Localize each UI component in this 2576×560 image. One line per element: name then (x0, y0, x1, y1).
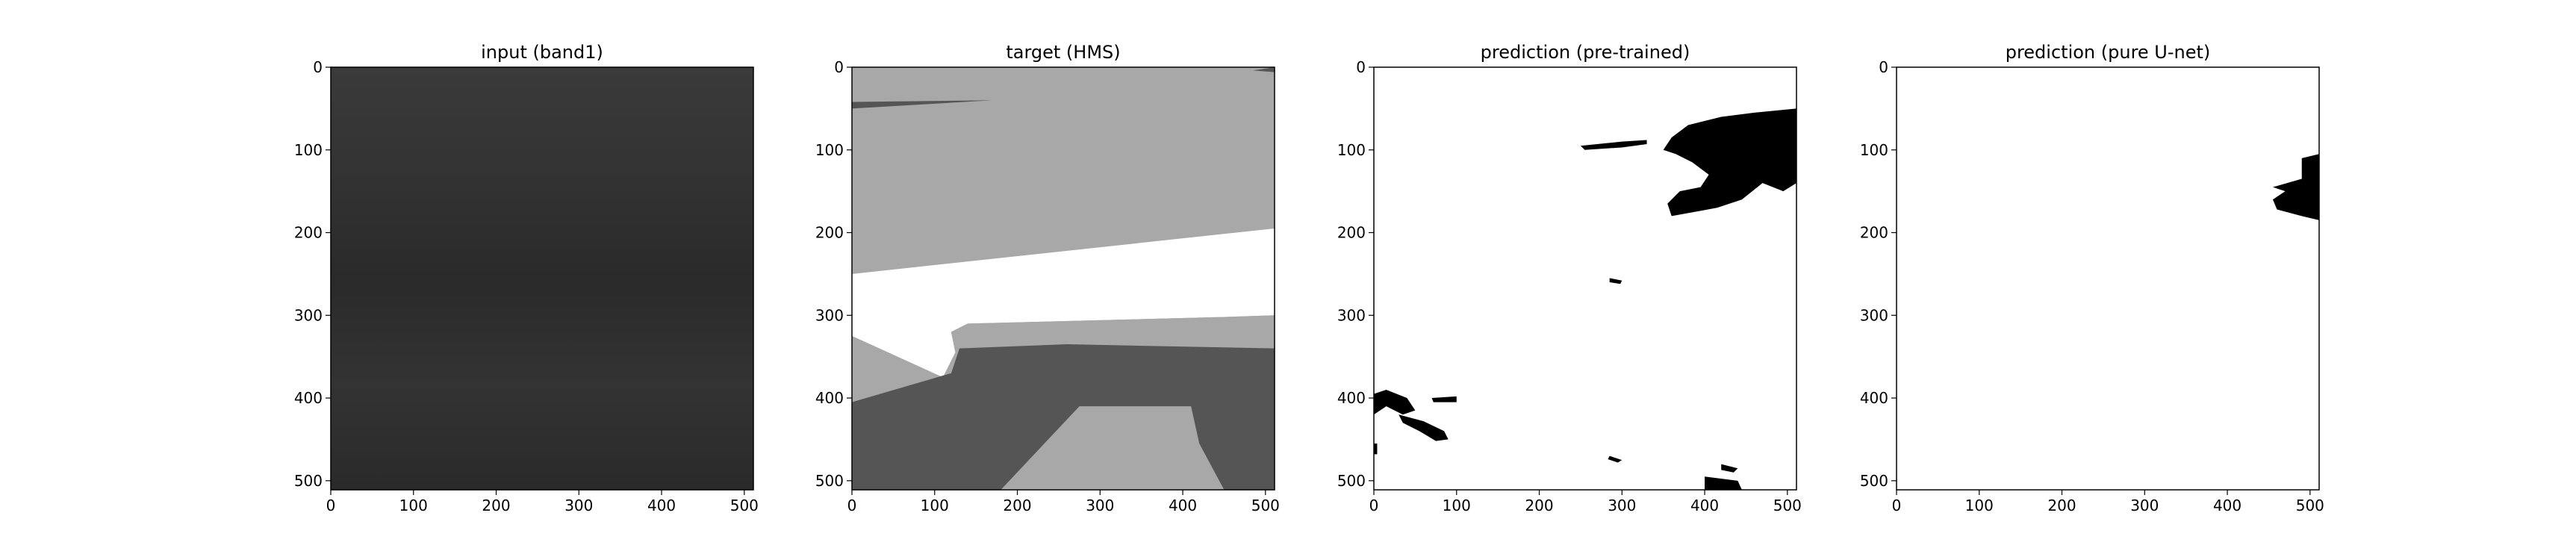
y-tick-label: 0 (834, 58, 844, 76)
x-tick-label: 100 (399, 497, 428, 514)
image-fill (1897, 67, 2319, 490)
x-tick-label: 400 (2213, 497, 2241, 514)
x-tick-label: 0 (847, 497, 857, 514)
y-tick-label: 200 (294, 224, 323, 242)
x-tick-label: 100 (921, 497, 949, 514)
panel-image (1897, 67, 2319, 490)
y-tick-label: 200 (1337, 224, 1366, 242)
x-tick-label: 300 (1608, 497, 1636, 514)
panel-2: target (HMS)0 100 200 300 400 500010020030040… (815, 42, 1280, 514)
x-tick-label: 0 (1369, 497, 1379, 514)
y-tick-label: 500 (1337, 472, 1366, 490)
x-tick-label: 200 (1525, 497, 1553, 514)
x-tick-label: 0 (1892, 497, 1902, 514)
y-tick-label: 400 (1337, 389, 1366, 407)
panel-title: prediction (pre-trained) (1481, 42, 1690, 63)
y-tick-label: 300 (1337, 306, 1366, 324)
x-tick-label: 200 (1003, 497, 1031, 514)
y-tick-label: 100 (1860, 141, 1888, 159)
x-tick-label: 100 (1443, 497, 1471, 514)
x-tick-label: 500 (1773, 497, 1802, 514)
panel-3: prediction (pre-trained) 0 100 200 300 400 500… (1337, 42, 1802, 514)
y-tick-label: 200 (815, 224, 844, 242)
x-tick-label: 500 (1251, 497, 1280, 514)
x-tick-label: 200 (2047, 497, 2076, 514)
x-tick-label: 300 (1086, 497, 1114, 514)
panel-image (331, 67, 753, 490)
y-tick-label: 0 (1879, 58, 1888, 76)
y-tick-label: 200 (1860, 224, 1888, 242)
y-tick-label: 100 (815, 141, 844, 159)
x-tick-label: 500 (730, 497, 759, 514)
panel-1: input (band1)0 100 200 300 400 50001002003004… (294, 42, 759, 514)
panel-title: target (HMS) (1006, 42, 1120, 63)
panel-title: input (band1) (481, 42, 603, 63)
panel-title: prediction (pure U-net) (2006, 42, 2211, 63)
x-tick-label: 400 (647, 497, 676, 514)
x-tick-label: 300 (2130, 497, 2159, 514)
y-tick-label: 0 (1356, 58, 1366, 76)
x-tick-label: 400 (1690, 497, 1719, 514)
x-tick-label: 200 (482, 497, 510, 514)
x-tick-label: 400 (1169, 497, 1197, 514)
y-tick-label: 100 (1337, 141, 1366, 159)
x-tick-label: 100 (1965, 497, 1994, 514)
y-tick-label: 500 (294, 472, 323, 490)
y-tick-label: 0 (313, 58, 323, 76)
y-tick-label: 400 (1860, 389, 1888, 407)
y-tick-label: 500 (815, 472, 844, 490)
y-tick-label: 500 (1860, 472, 1888, 490)
y-tick-label: 100 (294, 141, 323, 159)
y-tick-label: 400 (294, 389, 323, 407)
y-tick-label: 300 (815, 306, 844, 324)
x-tick-label: 300 (564, 497, 593, 514)
panel-image (1374, 67, 1796, 490)
image-fill (331, 67, 753, 490)
y-tick-label: 400 (815, 389, 844, 407)
x-tick-label: 0 (326, 497, 336, 514)
x-tick-label: 500 (2296, 497, 2324, 514)
y-tick-label: 300 (1860, 306, 1888, 324)
y-tick-label: 300 (294, 306, 323, 324)
panel-4: prediction (pure U-net)0 100 200 300 400 5000… (1860, 42, 2324, 514)
panel-image (852, 67, 1275, 490)
